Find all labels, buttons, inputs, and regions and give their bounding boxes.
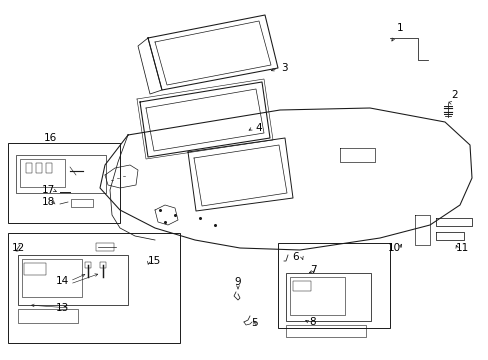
Bar [24,263,46,275]
Text: 15: 15 [147,256,160,266]
Bar [85,262,91,268]
Bar [289,277,345,315]
Text: 6: 6 [292,252,299,262]
Text: 5: 5 [251,318,258,328]
Text: 13: 13 [55,303,68,313]
Bar [26,163,32,173]
Text: 1: 1 [396,23,403,33]
Text: 8: 8 [309,317,316,327]
Text: 9: 9 [234,277,241,287]
Bar [18,309,78,323]
Text: 17: 17 [41,185,55,195]
Text: 2: 2 [451,90,457,100]
Bar [278,243,389,328]
Bar [46,163,52,173]
Text: 4: 4 [255,123,262,133]
Bar [96,243,114,251]
Bar [292,281,310,291]
Bar [285,325,365,337]
Text: 12: 12 [12,243,25,253]
Bar [8,143,120,223]
Text: 18: 18 [41,197,55,207]
Bar [36,163,42,173]
Text: 7: 7 [309,265,316,275]
Bar [71,199,93,207]
Text: 10: 10 [386,243,400,253]
Bar [16,155,106,193]
Bar [8,233,180,343]
Bar [22,259,82,297]
Bar [100,262,106,268]
Text: 14: 14 [55,276,68,286]
Text: 16: 16 [43,133,57,143]
Bar [18,255,128,305]
Bar [285,273,370,321]
Text: 11: 11 [454,243,468,253]
Text: 3: 3 [280,63,287,73]
Bar [20,159,65,187]
